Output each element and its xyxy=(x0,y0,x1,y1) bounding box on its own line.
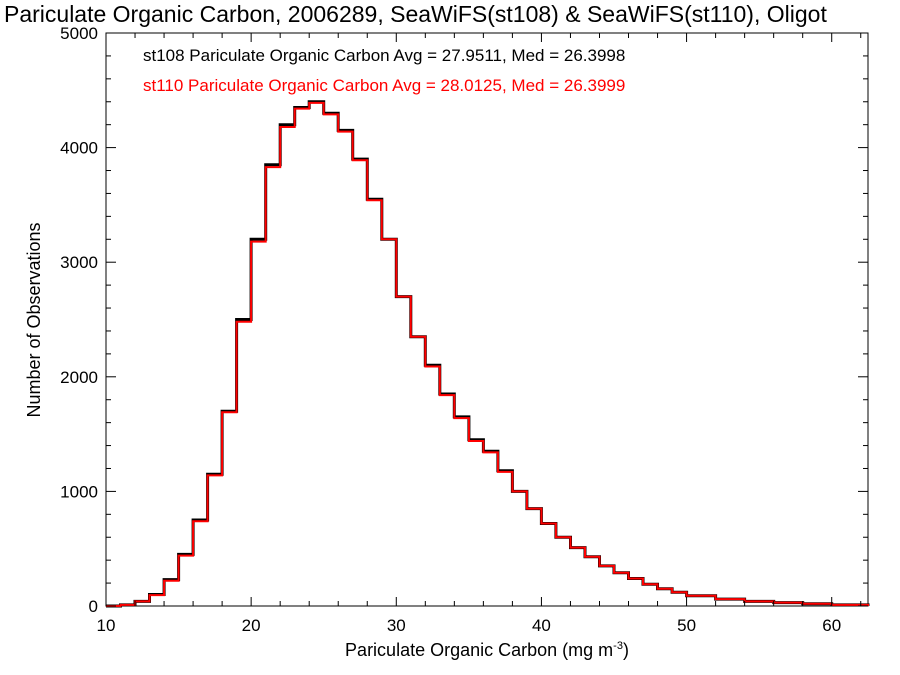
y-tick-label: 5000 xyxy=(60,24,98,43)
x-axis-label-superscript: -3 xyxy=(613,640,623,652)
y-axis-label: Number of Observations xyxy=(24,222,44,417)
y-tick-label: 3000 xyxy=(60,253,98,272)
x-tick-label: 60 xyxy=(822,616,841,635)
x-axis-label-main: Pariculate Organic Carbon (mg m xyxy=(345,640,613,660)
legend-entry-st108: st108 Pariculate Organic Carbon Avg = 27… xyxy=(143,46,625,65)
series-line-st110 xyxy=(106,101,869,607)
y-tick-label: 2000 xyxy=(60,368,98,387)
x-axis-label: Pariculate Organic Carbon (mg m-3) xyxy=(345,640,629,660)
ticks-layer: 10 20 30 40 50 60 0 1000 2000 3000 4000 5000 xyxy=(60,24,868,635)
series-layer xyxy=(106,100,870,608)
x-axis-label-suffix: ) xyxy=(623,640,629,660)
y-tick-label: 0 xyxy=(89,597,98,616)
x-tick-label: 20 xyxy=(242,616,261,635)
chart-title: Pariculate Organic Carbon, 2006289, SeaW… xyxy=(4,1,827,27)
x-tick-label: 30 xyxy=(387,616,406,635)
series-line-st108 xyxy=(106,100,870,608)
x-tick-label: 40 xyxy=(532,616,551,635)
x-tick-label: 50 xyxy=(677,616,696,635)
plot-area: 10 20 30 40 50 60 0 1000 2000 3000 4000 5000 xyxy=(60,24,870,635)
legend-entry-st110: st110 Pariculate Organic Carbon Avg = 28… xyxy=(143,76,625,95)
plot-frame xyxy=(105,32,869,607)
x-tick-label: 10 xyxy=(97,616,116,635)
y-tick-label: 1000 xyxy=(60,482,98,501)
y-tick-label: 4000 xyxy=(60,139,98,158)
